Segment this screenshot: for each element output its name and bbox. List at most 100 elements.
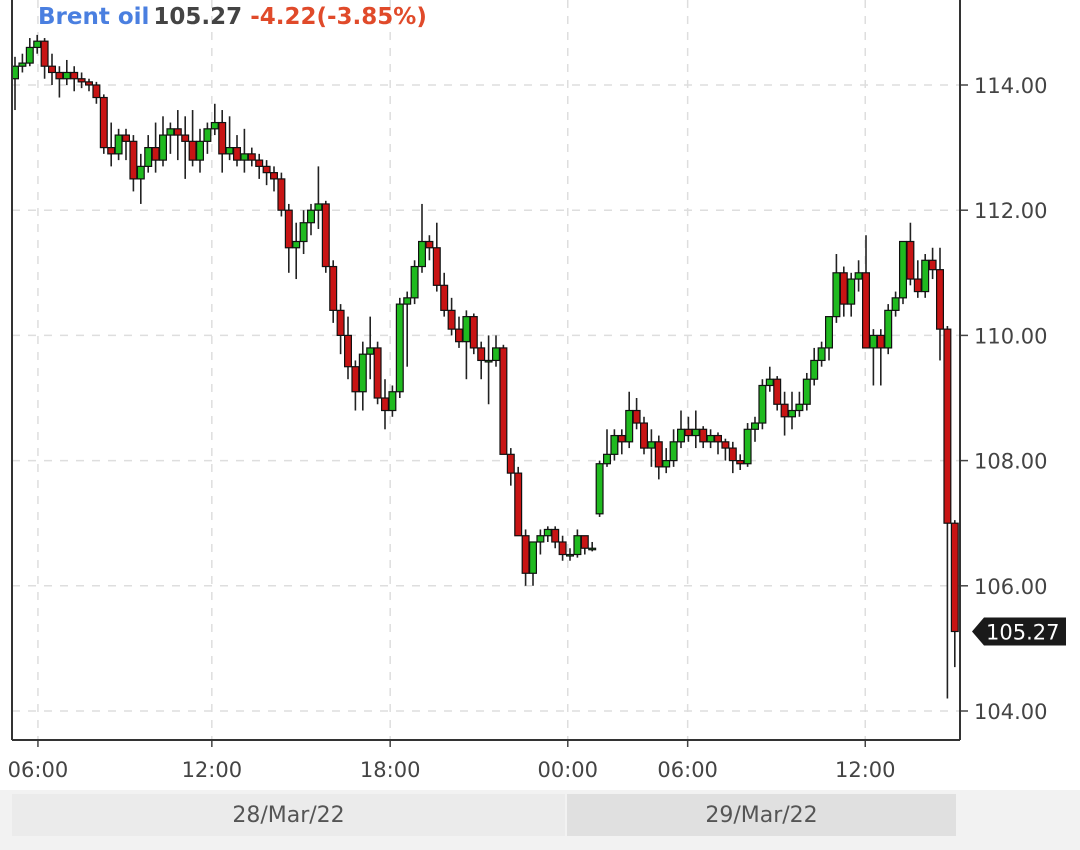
candle-up [418,240,427,268]
candle-up [847,278,856,305]
candle-down [329,265,338,311]
candle-down [40,40,49,67]
candle-up [795,403,804,412]
candle-down [47,65,56,74]
candle-up [203,128,212,142]
candle-up [159,134,168,161]
candle-up [802,378,811,405]
candle-down [129,140,138,180]
candle-up [884,309,893,349]
candle-up [210,121,219,130]
candle-up [824,316,833,349]
candle-down [77,78,86,83]
candle-up [662,460,671,468]
candle-down [373,347,382,399]
candle-up [395,303,404,393]
grid [12,0,960,740]
candle-down [247,153,256,161]
candle-down [713,434,722,443]
candle-down [773,378,782,405]
candle-up [743,428,752,465]
candle-up [573,535,582,556]
candle-down [839,272,848,305]
candle-up [602,453,611,465]
candle-down [580,535,589,549]
candle-up [62,71,71,80]
candles [11,34,959,699]
candle-down [277,178,286,211]
candle-down [84,81,93,86]
candle-up [410,265,419,299]
candle-down [736,460,745,465]
x-tick-label: 06:00 [657,758,718,782]
candle-down [151,147,160,161]
candle-up [225,147,234,155]
candle-down [440,284,449,311]
candle-up [610,434,619,455]
candle-down [107,147,116,155]
y-tick-label: 110.00 [974,324,1047,348]
candle-up [136,165,145,180]
last-price: 105.27 [153,4,243,30]
candle-down [336,309,345,336]
candle-up [706,434,715,443]
candle-down [255,159,264,167]
candle-up [299,222,308,243]
candle-down [876,334,885,349]
candle-up [787,409,796,418]
candle-down [344,334,353,368]
candle-up [625,409,634,443]
candle-up [492,347,501,362]
candle-down [699,428,708,443]
candle-down [381,397,390,412]
candle-up [565,553,574,557]
candle-up [484,359,493,363]
candle-up [240,153,249,161]
candle-up [403,297,412,305]
candle-up [765,378,774,387]
candle-down [684,428,693,437]
candle-up [676,428,685,443]
candle-down [92,84,101,99]
candle-up [166,128,175,136]
candle-up [366,347,375,355]
candle-up [292,240,301,249]
candle-down [455,328,464,343]
candle-down [617,434,626,443]
candle-down [321,203,330,268]
candle-down [188,140,197,161]
candle-down [173,128,182,136]
candle-down [506,453,515,474]
candle-down [632,409,641,424]
candle-up [358,353,367,393]
candle-up [869,334,878,349]
last-price-tag [972,617,1066,646]
candle-up [25,46,34,64]
candle-down [218,121,227,155]
candle-up [388,391,397,412]
date-label-day2: 29/Mar/22 [567,794,956,836]
candle-up [18,62,27,67]
candle-down [558,541,567,556]
candle-down [262,165,271,174]
candle-down [351,366,360,393]
x-tick-label: 12:00 [182,758,243,782]
candle-down [55,71,64,80]
y-tick-label: 104.00 [974,700,1047,724]
candle-down [233,147,242,161]
candle-up [536,535,545,543]
candle-up [144,147,153,167]
candle-down [477,347,486,362]
candle-up [921,259,930,293]
candle-down [270,172,279,180]
candle-down [551,528,560,543]
candle-down [425,240,434,249]
candle-up [33,40,42,49]
candle-down [943,328,952,524]
y-tick-label: 112.00 [974,199,1047,223]
candle-up [854,272,863,280]
candle-down [432,247,441,286]
candle-down [499,347,508,455]
candle-up [196,140,205,161]
candlestick-chart[interactable]: 114.00 112.00 110.00 108.00 106.00 104.00 06:0… [0,0,1080,790]
